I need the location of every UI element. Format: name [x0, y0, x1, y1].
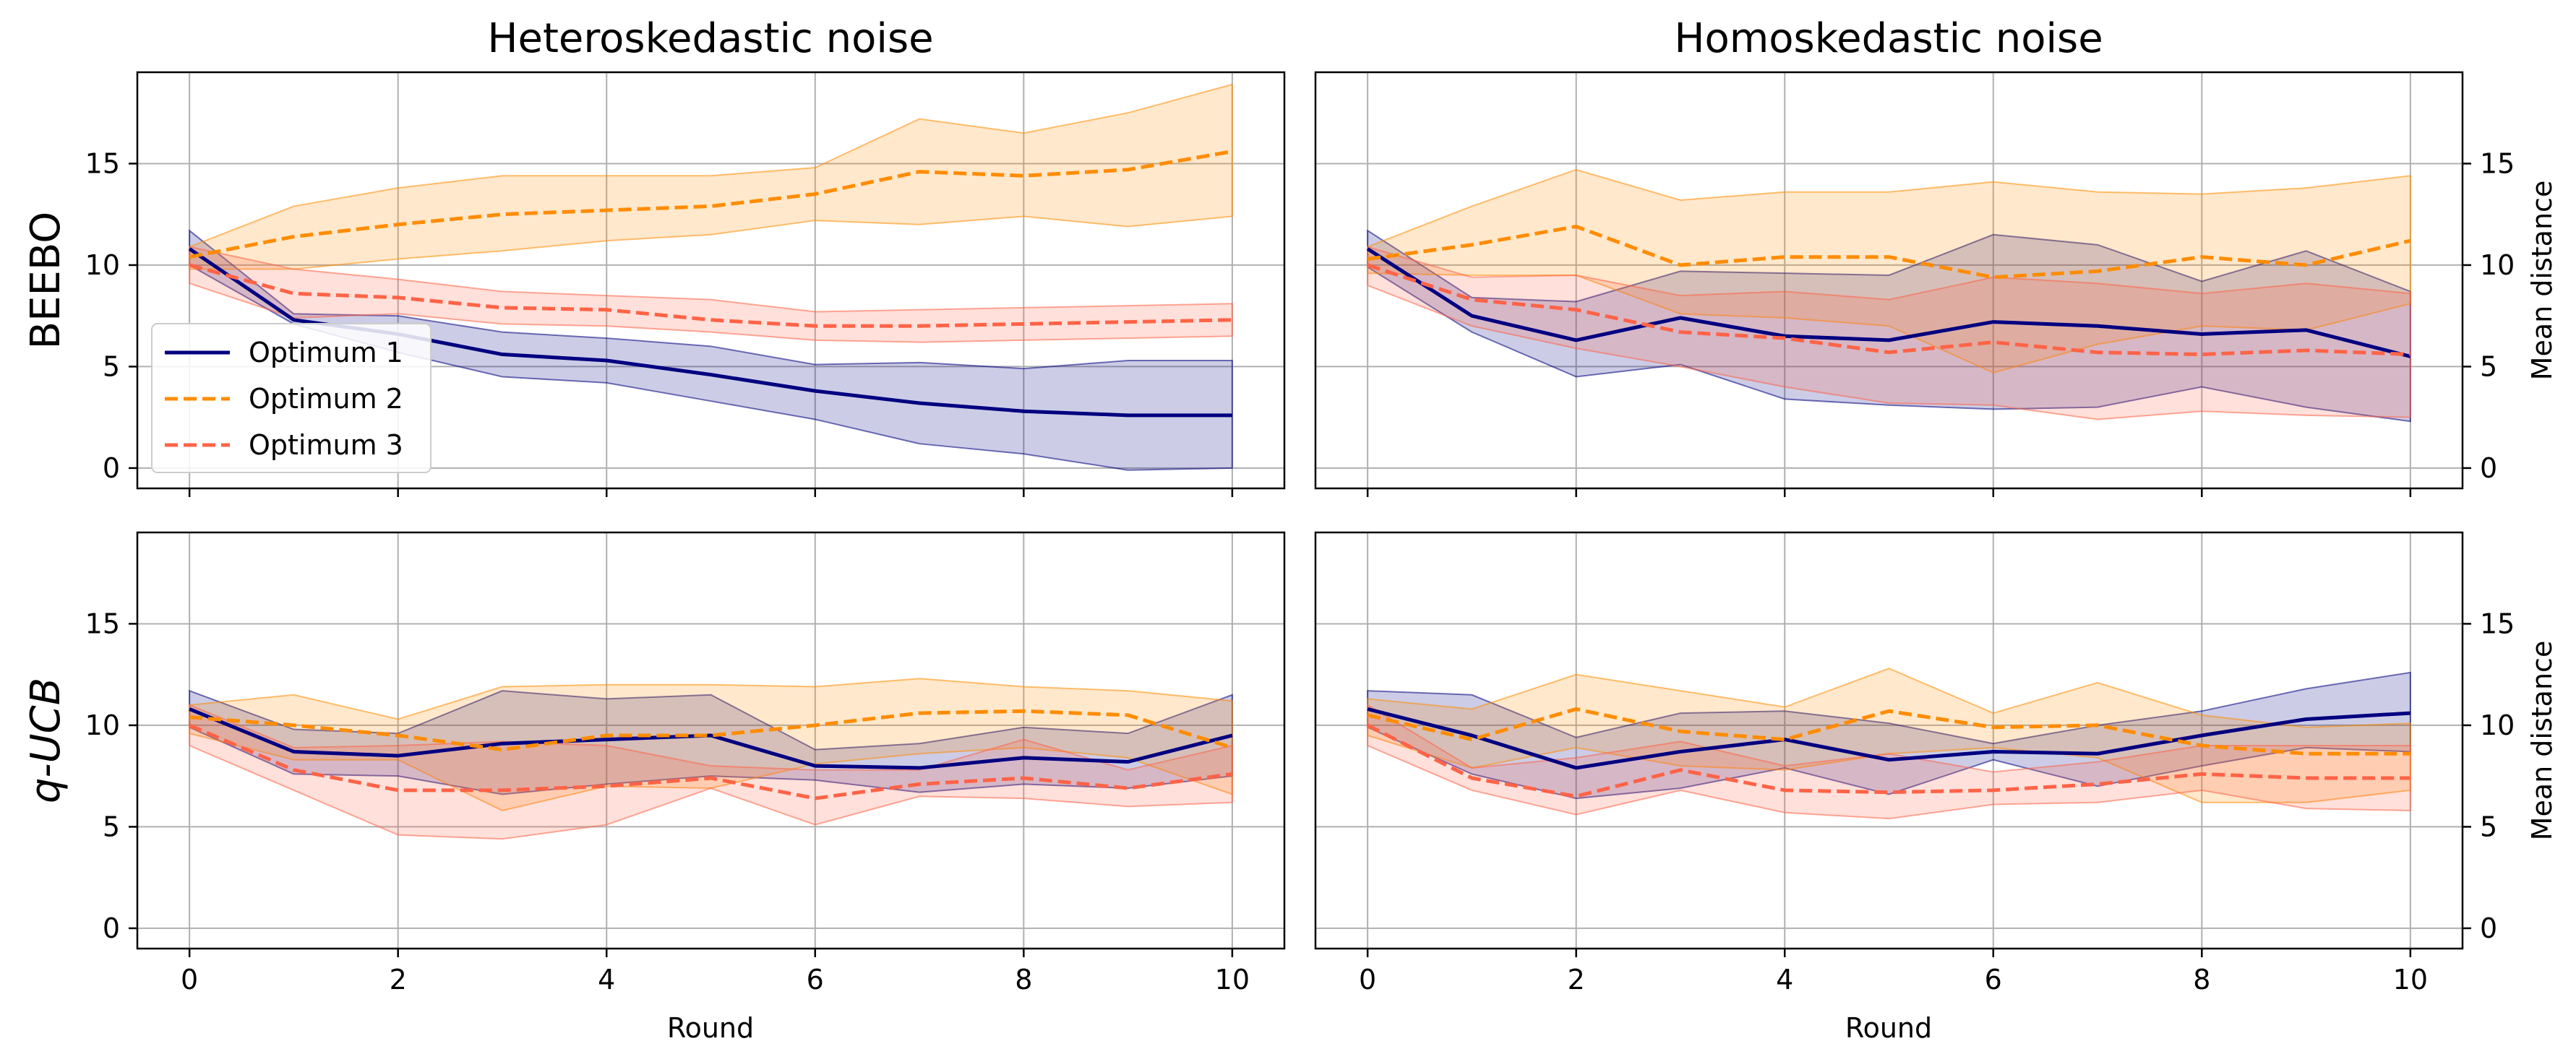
ytick-label-right-5-beebo-homoskedastic-noise: 5	[2480, 350, 2497, 382]
ytick-label-10-q-ucb-heteroskedastic-noise: 10	[85, 709, 120, 741]
band-optimum-3-beebo-homoskedastic-noise	[1367, 246, 2411, 420]
frame-beebo-heteroskedastic-noise	[136, 71, 1286, 490]
xtick-label-0-q-ucb-heteroskedastic-noise: 0	[181, 964, 198, 996]
xtick-label-4-q-ucb-heteroskedastic-noise: 4	[598, 964, 615, 996]
xtick-label-8-q-ucb-homoskedastic-noise: 8	[2193, 964, 2210, 996]
legend: Optimum 1 Optimum 2 Optimum 3	[151, 323, 432, 473]
ytick-label-right-5-q-ucb-homoskedastic-noise: 5	[2480, 811, 2497, 842]
row-label-beebo: BEEBO	[22, 212, 69, 350]
ytick-label-right-0-beebo-homoskedastic-noise: 0	[2480, 452, 2497, 484]
line-optimum-1-q-ucb-homoskedastic-noise	[1367, 707, 2411, 770]
plot-layer: 0 5 10 15 0 5 10 15 0 2 4 6 8 10 0 5 10 15 0 2 4 6 8 10 0 5 10 15	[85, 71, 2515, 996]
ytick-label-5-q-ucb-heteroskedastic-noise: 5	[103, 811, 120, 842]
panel-background-qucb-heteroskedastic	[137, 532, 1284, 949]
row-label-qucb: q-UCB	[22, 678, 69, 803]
ytick-label-0-q-ucb-heteroskedastic-noise: 0	[103, 912, 120, 944]
xtick-label-0-q-ucb-homoskedastic-noise: 0	[1359, 964, 1376, 996]
xtick-label-6-q-ucb-homoskedastic-noise: 6	[1985, 964, 2002, 996]
line-optimum-3-q-ucb-heteroskedastic-noise	[189, 723, 1233, 800]
ytick-label-right-10-beebo-homoskedastic-noise: 10	[2480, 249, 2515, 281]
xtick-label-4-q-ucb-homoskedastic-noise: 4	[1776, 964, 1793, 996]
column-title-homoskedastic: Homoskedastic noise	[1674, 15, 2103, 62]
line-optimum-1-q-ucb-heteroskedastic-noise	[189, 707, 1233, 770]
x-axis-label-left: Round	[667, 1012, 754, 1044]
y-axis-label-top-right: Mean distance	[2526, 181, 2558, 381]
xtick-label-6-q-ucb-heteroskedastic-noise: 6	[807, 964, 824, 996]
column-title-heteroskedastic: Heteroskedastic noise	[487, 15, 933, 62]
xtick-label-2-q-ucb-heteroskedastic-noise: 2	[390, 964, 407, 996]
line-optimum-2-beebo-homoskedastic-noise	[1367, 225, 2411, 280]
xtick-label-10-q-ucb-homoskedastic-noise: 10	[2393, 964, 2428, 996]
panel-q-ucb-heteroskedastic-noise	[137, 532, 1284, 949]
legend-label-optimum-3: Optimum 3	[249, 429, 403, 461]
ytick-label-right-15-beebo-homoskedastic-noise: 15	[2480, 147, 2515, 179]
xtick-label-2-q-ucb-homoskedastic-noise: 2	[1568, 964, 1585, 996]
legend-label-optimum-1: Optimum 1	[249, 337, 403, 368]
ytick-label-right-10-q-ucb-homoskedastic-noise: 10	[2480, 709, 2515, 741]
panel-q-ucb-homoskedastic-noise	[1315, 532, 2463, 949]
band-optimum-3-q-ucb-heteroskedastic-noise	[189, 704, 1233, 840]
panel-background-beebo-homoskedastic	[1315, 72, 2463, 488]
line-optimum-3-beebo-homoskedastic-noise	[1367, 263, 2410, 357]
ytick-label-10-beebo-heteroskedastic-noise: 10	[85, 249, 120, 281]
line-optimum-2-q-ucb-homoskedastic-noise	[1367, 707, 2410, 756]
ytick-label-0-beebo-heteroskedastic-noise: 0	[103, 452, 120, 484]
ytick-label-15-q-ucb-heteroskedastic-noise: 15	[85, 608, 120, 639]
panel-beebo-homoskedastic-noise	[1315, 72, 2463, 488]
panel-background-qucb-homoskedastic	[1315, 532, 2463, 949]
legend-box	[151, 323, 432, 473]
frame-q-ucb-heteroskedastic-noise	[136, 531, 1286, 950]
band-optimum-3-q-ucb-homoskedastic-noise	[1367, 704, 2411, 820]
panel-beebo-heteroskedastic-noise	[137, 72, 1284, 488]
line-optimum-3-beebo-heteroskedastic-noise	[189, 263, 1232, 328]
line-optimum-2-beebo-heteroskedastic-noise	[189, 150, 1233, 259]
band-optimum-2-beebo-heteroskedastic-noise	[189, 83, 1233, 270]
band-optimum-3-beebo-heteroskedastic-noise	[189, 246, 1233, 343]
line-optimum-2-q-ucb-heteroskedastic-noise	[189, 709, 1233, 752]
y-axis-label-bottom-right: Mean distance	[2526, 641, 2558, 841]
ytick-label-15-beebo-heteroskedastic-noise: 15	[85, 147, 120, 179]
line-optimum-1-beebo-homoskedastic-noise	[1366, 247, 2411, 358]
frame-q-ucb-homoskedastic-noise	[1314, 531, 2464, 950]
line-optimum-3-q-ucb-homoskedastic-noise	[1367, 723, 2410, 798]
ytick-label-right-0-q-ucb-homoskedastic-noise: 0	[2480, 912, 2497, 944]
x-axis-label-right: Round	[1845, 1012, 1932, 1044]
legend-label-optimum-2: Optimum 2	[249, 383, 403, 415]
xtick-label-10-q-ucb-heteroskedastic-noise: 10	[1215, 964, 1250, 996]
frame-beebo-homoskedastic-noise	[1314, 71, 2464, 490]
ytick-label-5-beebo-heteroskedastic-noise: 5	[103, 350, 120, 382]
ytick-label-right-15-q-ucb-homoskedastic-noise: 15	[2480, 608, 2515, 639]
xtick-label-8-q-ucb-heteroskedastic-noise: 8	[1015, 964, 1032, 996]
band-optimum-1-beebo-heteroskedastic-noise	[189, 229, 1233, 471]
